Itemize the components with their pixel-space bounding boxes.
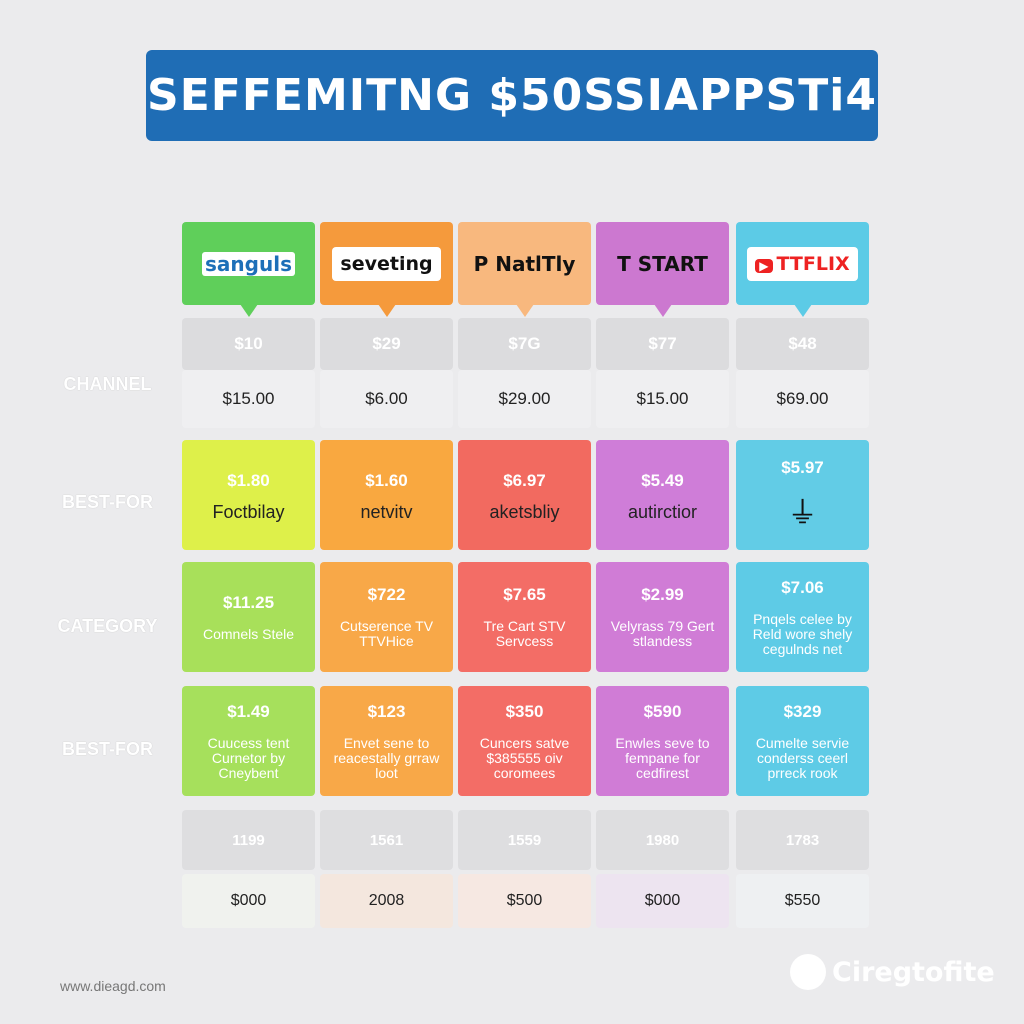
price-a: $48 xyxy=(736,318,869,370)
price-a: $29 xyxy=(320,318,453,370)
card-text: Envet sene to reacestally grraw loot xyxy=(333,734,440,781)
info-card: $722 Cutserence TV TTVHice xyxy=(320,562,453,672)
footer-url: www.dieagd.com xyxy=(60,978,166,994)
card-text: Enwles seve to fempane for cedfirest xyxy=(615,734,710,781)
price-b: $29.00 xyxy=(458,370,591,428)
row-label: CATEGORY xyxy=(57,616,158,636)
card-text: Tre Cart STV Servcess xyxy=(483,618,566,649)
info-card: $5.49 autirctior xyxy=(596,440,729,550)
service-header[interactable]: ▶ TTFLIX xyxy=(736,222,869,317)
service-header[interactable]: T START xyxy=(596,222,729,317)
card-price: $1.60 xyxy=(365,470,408,490)
info-card: $590 Enwles seve to fempane for cedfires… xyxy=(596,686,729,796)
count: 1783 xyxy=(736,810,869,870)
card-text: Foctbilay xyxy=(212,501,285,522)
count: 1561 xyxy=(320,810,453,870)
info-card: $2.99 Velyrass 79 Gert stlandess xyxy=(596,562,729,672)
card-price: $7.65 xyxy=(503,585,546,604)
info-card: $123 Envet sene to reacestally grraw loo… xyxy=(320,686,453,796)
price-b: $15.00 xyxy=(182,370,315,428)
card-price: $5.49 xyxy=(641,470,684,490)
card-price: $722 xyxy=(367,585,406,604)
row-label: BEST-FOR xyxy=(61,492,153,512)
card-price: $2.99 xyxy=(641,585,684,604)
card-price: $5.97 xyxy=(781,458,824,477)
price-b: $69.00 xyxy=(736,370,869,428)
card-text: Pnqels celee by Reld wore shely cegulnds… xyxy=(752,610,853,657)
price-b: $6.00 xyxy=(320,370,453,428)
info-card: $1.60 netvitv xyxy=(320,440,453,550)
price-a: $7G xyxy=(458,318,591,370)
service-logo: ▶ TTFLIX xyxy=(747,246,858,281)
service-logo: T START xyxy=(617,251,708,276)
card-price: $7.06 xyxy=(781,577,824,597)
apple-icon: T xyxy=(617,251,638,276)
card-price: $329 xyxy=(783,701,822,721)
card-text: netvitv xyxy=(360,501,413,522)
card-price: $1.80 xyxy=(227,470,270,490)
info-card: $7.65 Tre Cart STV Servcess xyxy=(458,562,591,672)
price-a: $10 xyxy=(182,318,315,370)
service-logo: sanguls xyxy=(202,251,295,276)
service-header[interactable]: sanguls xyxy=(182,222,315,317)
service-header[interactable]: seveting xyxy=(320,222,453,317)
card-text: Velyrass 79 Gert stlandess xyxy=(610,618,715,649)
info-card: $1.80 Foctbilay xyxy=(182,440,315,550)
count: 1199 xyxy=(182,810,315,870)
card-price: $590 xyxy=(643,701,682,721)
brand-logo: Ciregtofite xyxy=(790,954,995,990)
card-text: Cutserence TV TTVHice xyxy=(339,618,434,649)
price-c: 2008 xyxy=(320,874,453,928)
count: 1559 xyxy=(458,810,591,870)
info-card: $11.25 Comnels Stele xyxy=(182,562,315,672)
info-card: $7.06 Pnqels celee by Reld wore shely ce… xyxy=(736,562,869,672)
info-card: $1.49 Cuucess tent Curnetor by Cneybent xyxy=(182,686,315,796)
card-price: $1.49 xyxy=(227,701,270,721)
service-header[interactable]: P NatlTly xyxy=(458,222,591,317)
info-card: $6.97 aketsbliy xyxy=(458,440,591,550)
page-title: SEFFEMITNG $50SSIAPPSTi4 xyxy=(146,50,878,141)
p-icon: P xyxy=(473,251,496,276)
row-label: CHANNEL xyxy=(63,374,152,394)
card-text: Comnels Stele xyxy=(202,625,295,642)
card-price: $11.25 xyxy=(222,592,275,612)
card-text: Cuucess tent Curnetor by Cneybent xyxy=(207,734,290,781)
play-icon: ▶ xyxy=(755,258,773,273)
card-text: Cumelte servie conderss ceerl prreck roo… xyxy=(755,734,850,781)
service-logo: seveting xyxy=(332,246,441,281)
brand-icon xyxy=(790,954,826,990)
info-card: $329 Cumelte servie conderss ceerl prrec… xyxy=(736,686,869,796)
price-c: $000 xyxy=(596,874,729,928)
card-text: aketsbliy xyxy=(489,501,560,522)
count: 1980 xyxy=(596,810,729,870)
info-card: $350 Cuncers satve $385555 oiv coromees xyxy=(458,686,591,796)
price-c: $000 xyxy=(182,874,315,928)
card-price: $123 xyxy=(367,701,406,721)
brand-name: Ciregtofite xyxy=(832,956,995,988)
row-label: BEST-FOR xyxy=(61,739,153,759)
service-logo: P NatlTly xyxy=(473,251,576,276)
price-b: $15.00 xyxy=(596,370,729,428)
playstation-icon: ⏚ xyxy=(787,497,818,530)
price-a: $77 xyxy=(596,318,729,370)
price-c: $550 xyxy=(736,874,869,928)
card-price: $6.97 xyxy=(503,470,546,490)
info-card: $5.97 ⏚ xyxy=(736,440,869,550)
card-text: autirctior xyxy=(627,501,698,522)
price-c: $500 xyxy=(458,874,591,928)
card-price: $350 xyxy=(505,701,544,721)
card-text: Cuncers satve $385555 oiv coromees xyxy=(479,734,570,781)
